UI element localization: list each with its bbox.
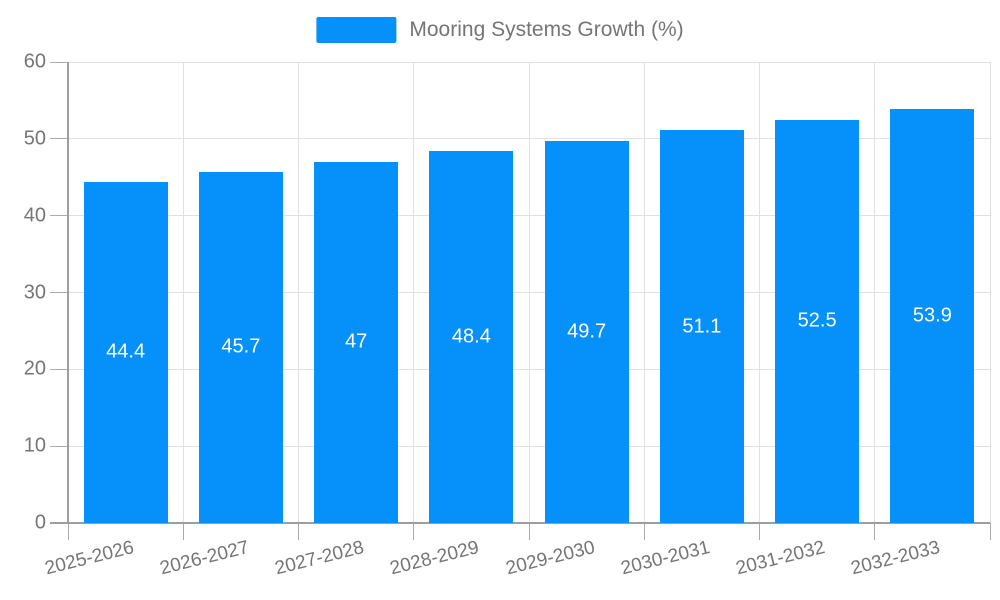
y-axis-line: [67, 62, 69, 523]
x-axis-line: [50, 522, 990, 524]
x-axis-tick: [298, 523, 299, 540]
x-axis-tick: [874, 523, 876, 540]
y-axis-tick: [50, 368, 68, 370]
y-axis-tick-label: 60: [23, 50, 46, 73]
legend-swatch: [316, 17, 397, 43]
x-axis-category-label: 2026-2027: [157, 537, 251, 580]
y-axis-tick-label: 30: [23, 281, 46, 303]
bar-2030-2031[interactable]: [659, 130, 744, 523]
y-axis-tick: [50, 445, 68, 447]
grid-line-vertical: [182, 62, 184, 523]
bar-2032-2033[interactable]: [890, 108, 975, 523]
bar-value-label: 52.5: [797, 309, 837, 332]
y-axis-tick: [50, 138, 68, 140]
x-axis-category-label: 2025-2026: [42, 537, 136, 580]
bar-value-label: 45.7: [221, 335, 261, 358]
y-axis-tick-label: 10: [23, 434, 46, 457]
x-axis-tick: [182, 523, 184, 540]
x-axis-tick: [67, 523, 69, 540]
x-axis-tick: [759, 523, 760, 540]
bar-2031-2032[interactable]: [775, 119, 860, 523]
legend-label: Mooring Systems Growth (%): [409, 18, 684, 41]
x-axis-category-label: 2032-2033: [849, 537, 943, 580]
x-axis-category-label: 2027-2028: [272, 537, 367, 580]
bar-2027-2028[interactable]: [314, 161, 399, 523]
bar-2028-2029[interactable]: [429, 151, 514, 523]
y-axis-tick-label: 40: [23, 204, 46, 227]
bar-value-label: 48.4: [451, 325, 491, 348]
legend-item[interactable]: Mooring Systems Growth (%): [316, 17, 684, 43]
y-axis-tick-label: 20: [23, 357, 46, 380]
x-axis-category-label: 2028-2029: [388, 537, 482, 580]
x-axis-tick: [528, 523, 530, 540]
x-axis-tick: [989, 523, 991, 540]
x-axis-category-label: 2029-2030: [503, 537, 597, 580]
grid-line-vertical: [874, 62, 876, 523]
x-axis-tick: [413, 523, 415, 540]
grid-line-vertical: [643, 62, 645, 523]
grid-line-vertical: [298, 62, 299, 523]
x-axis-category-label: 2031-2032: [733, 537, 828, 580]
y-axis-tick-label: 0: [34, 511, 46, 534]
bar-value-label: 44.4: [106, 340, 146, 363]
bar-value-label: 51.1: [682, 315, 722, 338]
x-axis-tick: [643, 523, 645, 540]
y-axis-tick-label: 50: [23, 127, 46, 150]
grid-line-vertical: [759, 62, 760, 523]
x-axis-category-label: 2030-2031: [618, 537, 712, 580]
grid-line-vertical: [413, 62, 415, 523]
y-axis-tick: [50, 215, 68, 217]
bar-value-label: 47: [345, 330, 368, 353]
bar-value-label: 53.9: [912, 304, 952, 327]
y-axis-tick: [50, 292, 68, 293]
bar-2029-2030[interactable]: [544, 141, 629, 523]
y-axis-tick: [50, 61, 68, 63]
bar-2026-2027[interactable]: [198, 171, 283, 523]
bar-2025-2026[interactable]: [83, 181, 168, 523]
bar-value-label: 49.7: [567, 320, 607, 343]
grid-line-vertical: [528, 62, 530, 523]
grid-line-vertical: [989, 62, 991, 523]
